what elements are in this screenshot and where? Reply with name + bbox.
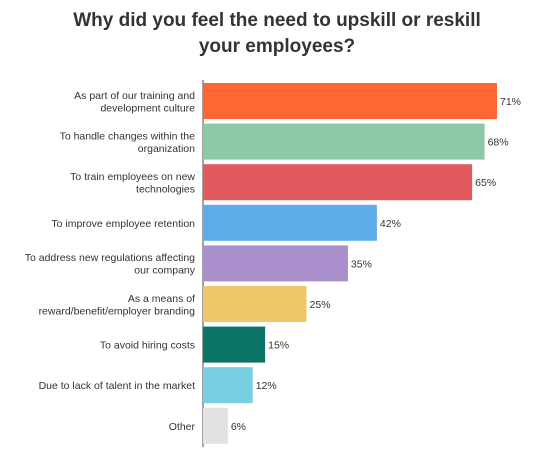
value-label-0: 71%	[500, 96, 521, 108]
category-label-7: Due to lack of talent in the market	[39, 380, 195, 392]
value-label-2: 65%	[475, 177, 496, 189]
bar-0	[203, 83, 497, 119]
category-label-3-line-0: To improve employee retention	[51, 218, 195, 230]
category-label-4-line-0: To address new regulations affecting	[25, 252, 195, 264]
category-label-1: To handle changes within the organization	[60, 130, 196, 155]
category-label-2: To train employees on new technologies	[70, 171, 195, 196]
category-label-0-line-1: development culture	[100, 102, 195, 114]
bar-7	[203, 367, 253, 404]
category-label-8: Other	[169, 421, 196, 433]
bar-1	[203, 123, 485, 160]
value-label-5: 25%	[310, 299, 331, 311]
category-label-5-line-0: As a means of	[128, 293, 195, 305]
category-label-5: As a means of reward/benefit/employer bra…	[39, 293, 196, 318]
category-labels-group: As part of our training and development c…	[25, 90, 196, 433]
category-label-0: As part of our training and development c…	[74, 90, 195, 115]
bar-5	[203, 286, 307, 322]
category-label-0-line-0: As part of our training and	[74, 90, 195, 102]
value-label-8: 6%	[231, 421, 246, 433]
bar-8	[203, 407, 228, 444]
value-label-4: 35%	[351, 258, 372, 270]
bar-2	[203, 164, 473, 201]
value-label-1: 68%	[488, 137, 509, 149]
value-label-7: 12%	[256, 380, 277, 392]
category-label-4-line-1: our company	[134, 265, 195, 277]
category-label-2-line-0: To train employees on new	[70, 171, 195, 183]
category-label-1-line-1: organization	[138, 143, 195, 155]
chart-title-line-2: your employees?	[199, 36, 355, 57]
category-label-8-line-0: Other	[169, 421, 196, 433]
value-label-3: 42%	[380, 218, 401, 230]
bar-6	[203, 326, 266, 363]
category-label-6: To avoid hiring costs	[100, 340, 195, 352]
chart-title-line-1: Why did you feel the need to upskill or …	[73, 10, 481, 31]
category-label-6-line-0: To avoid hiring costs	[100, 340, 195, 352]
value-labels-group: 71% 68% 65% 42% 35% 25% 15% 12% 6%	[231, 96, 521, 433]
category-label-7-line-0: Due to lack of talent in the market	[39, 380, 195, 392]
bar-3	[203, 204, 377, 241]
bar-4	[203, 245, 348, 282]
value-label-6: 15%	[268, 340, 289, 352]
category-label-5-line-1: reward/benefit/employer branding	[39, 305, 196, 317]
bars-group	[203, 83, 497, 444]
category-label-3: To improve employee retention	[51, 218, 195, 230]
category-label-4: To address new regulations affecting our …	[25, 252, 196, 277]
category-label-2-line-1: technologies	[136, 183, 195, 195]
category-label-1-line-0: To handle changes within the	[60, 130, 196, 142]
